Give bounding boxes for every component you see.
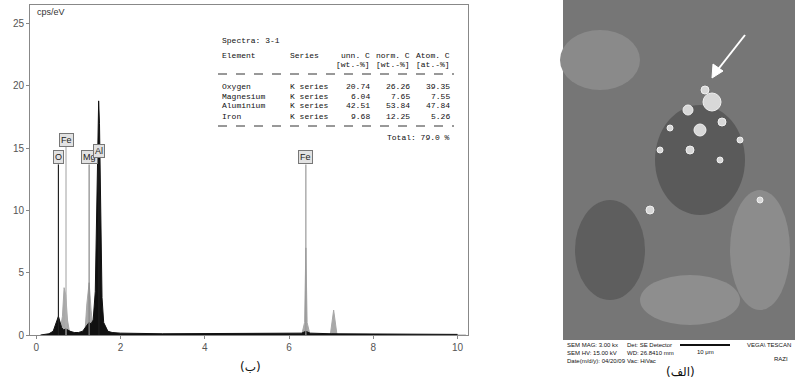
svg-text:47.84: 47.84 <box>426 101 450 110</box>
svg-text:Total: 79.0 %: Total: 79.0 % <box>387 133 450 142</box>
svg-text:SEM HV: 15.00 kV: SEM HV: 15.00 kV <box>567 350 617 356</box>
svg-text:K series: K series <box>290 82 329 91</box>
svg-text:26.26: 26.26 <box>386 82 410 91</box>
svg-text:RAZI: RAZI <box>774 356 788 362</box>
svg-text:K series: K series <box>290 112 329 121</box>
svg-text:Element: Element <box>222 51 256 60</box>
svg-text:25: 25 <box>13 18 25 29</box>
svg-text:10: 10 <box>452 342 464 353</box>
svg-text:0: 0 <box>34 342 40 353</box>
svg-text:15: 15 <box>13 143 25 154</box>
svg-text:[wt.-%]: [wt.-%] <box>376 60 410 69</box>
svg-text:Det: SE Detector: Det: SE Detector <box>627 342 672 348</box>
svg-text:0: 0 <box>18 330 24 341</box>
svg-text:5: 5 <box>18 267 24 278</box>
svg-text:SEM MAG: 3.00 kx: SEM MAG: 3.00 kx <box>567 342 618 348</box>
svg-text:Series: Series <box>290 51 319 60</box>
svg-text:20: 20 <box>13 80 25 91</box>
svg-text:Date(m/d/y): 04/20/09: Date(m/d/y): 04/20/09 <box>567 358 626 364</box>
svg-text:WD: 26.8410 mm: WD: 26.8410 mm <box>627 350 674 356</box>
svg-text:39.35: 39.35 <box>426 82 450 91</box>
svg-text:Al: Al <box>95 146 103 156</box>
svg-text:Aluminium: Aluminium <box>222 101 265 110</box>
svg-text:K series: K series <box>290 101 329 110</box>
svg-text:4: 4 <box>202 342 208 353</box>
svg-text:cps/eV: cps/eV <box>37 7 65 17</box>
svg-text:Oxygen: Oxygen <box>222 82 251 91</box>
svg-text:Fe: Fe <box>300 152 311 162</box>
svg-text:42.51: 42.51 <box>346 101 370 110</box>
svg-text:K series: K series <box>290 92 329 101</box>
svg-text:10: 10 <box>13 205 25 216</box>
svg-text:20.74: 20.74 <box>346 82 370 91</box>
svg-text:8: 8 <box>370 342 376 353</box>
svg-text:Vac: HiVac: Vac: HiVac <box>627 358 656 364</box>
svg-text:Fe: Fe <box>61 135 72 145</box>
svg-text:Magnesium: Magnesium <box>222 92 265 101</box>
svg-text:(الف): (الف) <box>666 365 695 379</box>
svg-text:7.55: 7.55 <box>431 92 450 101</box>
svg-text:norm. C: norm. C <box>376 51 410 60</box>
svg-text:10 μm: 10 μm <box>697 349 714 355</box>
svg-text:9.68: 9.68 <box>351 112 370 121</box>
svg-text:7.65: 7.65 <box>391 92 410 101</box>
svg-text:unn. C: unn. C <box>341 51 370 60</box>
svg-text:6: 6 <box>286 342 292 353</box>
svg-text:Atom. C: Atom. C <box>416 51 450 60</box>
svg-text:5.26: 5.26 <box>431 112 450 121</box>
svg-text:Mg: Mg <box>83 152 96 162</box>
svg-text:VEGA\ TESCAN: VEGA\ TESCAN <box>747 342 791 348</box>
svg-text:Iron: Iron <box>222 112 241 121</box>
svg-text:(ب): (ب) <box>240 360 261 374</box>
svg-text:53.84: 53.84 <box>386 101 410 110</box>
svg-text:12.25: 12.25 <box>386 112 410 121</box>
svg-text:Spectra: 3-1: Spectra: 3-1 <box>222 36 280 45</box>
svg-text:[wt.-%]: [wt.-%] <box>336 60 370 69</box>
svg-text:O: O <box>55 152 62 162</box>
svg-text:2: 2 <box>118 342 124 353</box>
svg-text:[at.-%]: [at.-%] <box>416 60 450 69</box>
svg-text:6.04: 6.04 <box>351 92 370 101</box>
